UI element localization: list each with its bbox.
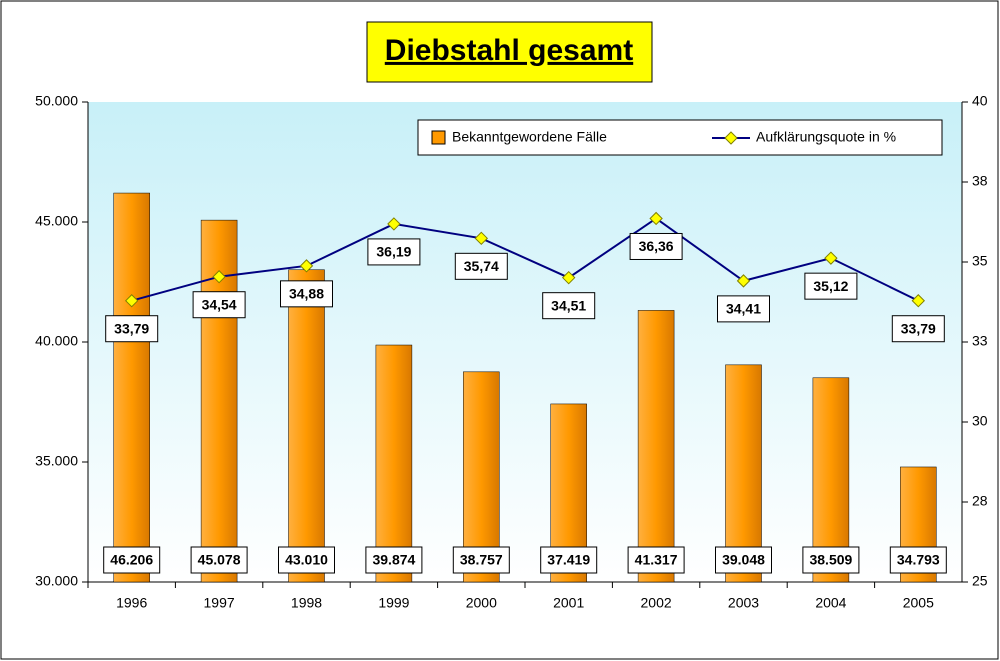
y-tick-label: 50.000 (35, 93, 78, 109)
marker (561, 270, 576, 285)
bar-value-label: 39.874 (372, 552, 415, 568)
y2-tick-label: 30 (972, 413, 988, 429)
bar-value-label-box (278, 546, 335, 574)
line-value-label-box (454, 252, 508, 280)
bar (288, 269, 325, 583)
x-tick-label: 2002 (641, 595, 672, 611)
x-tick-label: 2001 (553, 595, 584, 611)
y2-tick-label: 25 (972, 573, 988, 589)
bar-value-label-box (365, 546, 423, 574)
marker (911, 294, 926, 308)
line-value-label-box (891, 315, 945, 343)
title-box (366, 21, 653, 83)
bar-value-label-box (540, 546, 598, 574)
line-value-label-box (280, 280, 333, 308)
bar-value-label: 45.078 (198, 552, 241, 568)
y-tick-label: 40.000 (35, 333, 78, 349)
bar-value-label-box (802, 546, 860, 574)
y-tick-label: 35.000 (35, 453, 78, 469)
marker (124, 294, 139, 308)
marker (649, 211, 663, 226)
line-value-label: 34,54 (202, 296, 237, 312)
x-tick-label: 1999 (378, 595, 409, 611)
line (131, 217, 919, 302)
bar (637, 310, 675, 583)
legend-swatch (431, 130, 446, 145)
line-value-label: 34,41 (726, 301, 761, 317)
marker (824, 251, 838, 265)
line-value-label-box (192, 291, 246, 319)
marker (212, 270, 226, 284)
y2-tick-label: 28 (972, 493, 988, 509)
line-value-label: 36,19 (376, 244, 411, 260)
bar (725, 364, 762, 583)
x-tick-label: 1998 (291, 595, 322, 611)
line-value-label-box (629, 232, 683, 260)
y-tick-label: 30.000 (35, 573, 78, 589)
bar-value-label-box (889, 546, 947, 574)
x-tick-label: 2005 (903, 595, 934, 611)
bar-value-label-box (190, 546, 248, 574)
line-value-label: 34,51 (551, 297, 586, 313)
line-value-label: 35,12 (813, 278, 848, 294)
legend (417, 119, 943, 156)
y2-tick-label: 38 (972, 173, 988, 189)
bar-value-label-box (452, 546, 510, 574)
marker (299, 259, 314, 273)
y2-tick-label: 35 (972, 253, 988, 269)
line-value-label: 35,74 (464, 258, 499, 274)
legend-label: Aufklärungsquote in % (756, 129, 896, 145)
y2-tick-label: 33 (972, 333, 988, 349)
bar-value-label: 43.010 (285, 552, 328, 568)
bar-value-label: 41.317 (635, 552, 678, 568)
chart-title: Diebstahl gesamt (385, 34, 633, 67)
bar-value-label: 37.419 (547, 552, 590, 568)
bar-value-label-box (103, 546, 161, 574)
x-tick-label: 1997 (204, 595, 235, 611)
legend-label: Bekanntgewordene Fälle (452, 129, 607, 145)
line-value-label-box (105, 315, 159, 343)
line-value-label: 36,36 (639, 238, 674, 254)
line-value-label: 33,79 (114, 320, 149, 336)
x-tick-label: 1996 (116, 595, 147, 611)
y-tick-label: 45.000 (35, 213, 78, 229)
bar-value-label: 34.793 (897, 552, 940, 568)
marker (736, 274, 751, 288)
line-value-label: 34,88 (289, 286, 324, 302)
line-value-label-box (717, 295, 770, 323)
bar-value-label: 38.509 (809, 552, 852, 568)
bar-value-label: 39.048 (722, 552, 765, 568)
line-value-label-box (367, 238, 421, 266)
x-tick-label: 2003 (728, 595, 759, 611)
x-tick-label: 2004 (815, 595, 846, 611)
y2-tick-label: 40 (972, 93, 988, 109)
line-value-label-box (542, 292, 596, 320)
marker (474, 231, 489, 246)
marker (387, 217, 401, 231)
legend-swatch (724, 131, 738, 145)
bar-value-label-box (715, 546, 772, 574)
x-tick-label: 2000 (466, 595, 497, 611)
bar-value-label: 46.206 (110, 552, 153, 568)
bar-value-label: 38.757 (460, 552, 503, 568)
bar (113, 192, 150, 583)
line-value-label-box (804, 272, 858, 300)
bar-value-label-box (627, 546, 685, 574)
bar (375, 344, 413, 583)
line-value-label: 33,79 (901, 320, 936, 336)
